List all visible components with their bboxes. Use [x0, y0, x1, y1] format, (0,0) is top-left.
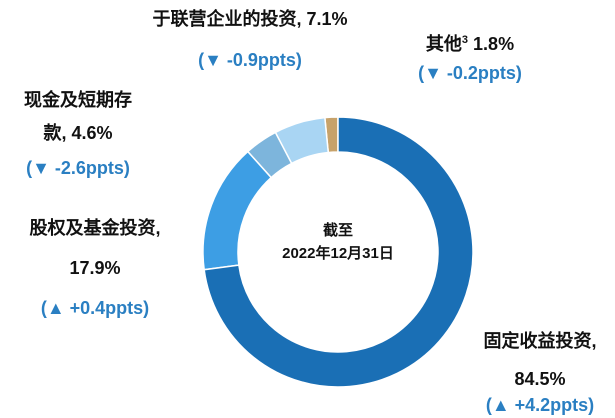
slice	[202, 150, 273, 271]
change-label: (▼ -0.9ppts)	[198, 50, 302, 70]
slice-label: 现金及短期存款, 4.6%	[18, 84, 138, 150]
category-name: 固定收益投资,	[483, 331, 597, 351]
center-line: 2022年12月31日	[282, 244, 394, 262]
center-line: 截至	[323, 221, 353, 239]
value-label: 17.9%	[69, 258, 121, 278]
slice-label: 固定收益投资, 84.5%	[462, 322, 615, 398]
change-label: (▼ -0.2ppts)	[418, 63, 522, 83]
slice-label: 其他3 1.8%	[390, 26, 550, 58]
change-label: (▲ +0.4ppts)	[40, 298, 150, 318]
change-label: (▲ +4.2ppts)	[485, 395, 595, 415]
category-name: 其他	[425, 34, 462, 54]
category-name: 于联营企业的投资,	[152, 9, 302, 29]
footnote-mark: 3	[461, 34, 469, 46]
value-label: 84.5%	[514, 369, 566, 389]
category-name: 股权及基金投资,	[29, 218, 161, 238]
change-label: (▼ -2.6ppts)	[26, 158, 130, 178]
value-label: 4.6%	[71, 123, 113, 143]
slice	[203, 116, 474, 388]
slice-label: 于联营企业的投资, 7.1%	[100, 5, 400, 33]
value-label: 1.8%	[473, 34, 515, 54]
slice	[246, 131, 293, 179]
slice-label: 股权及基金投资, 17.9%	[20, 208, 170, 288]
slice	[274, 116, 330, 165]
value-label: 7.1%	[306, 9, 348, 29]
category-name: 现金及短期存款,	[24, 90, 132, 143]
